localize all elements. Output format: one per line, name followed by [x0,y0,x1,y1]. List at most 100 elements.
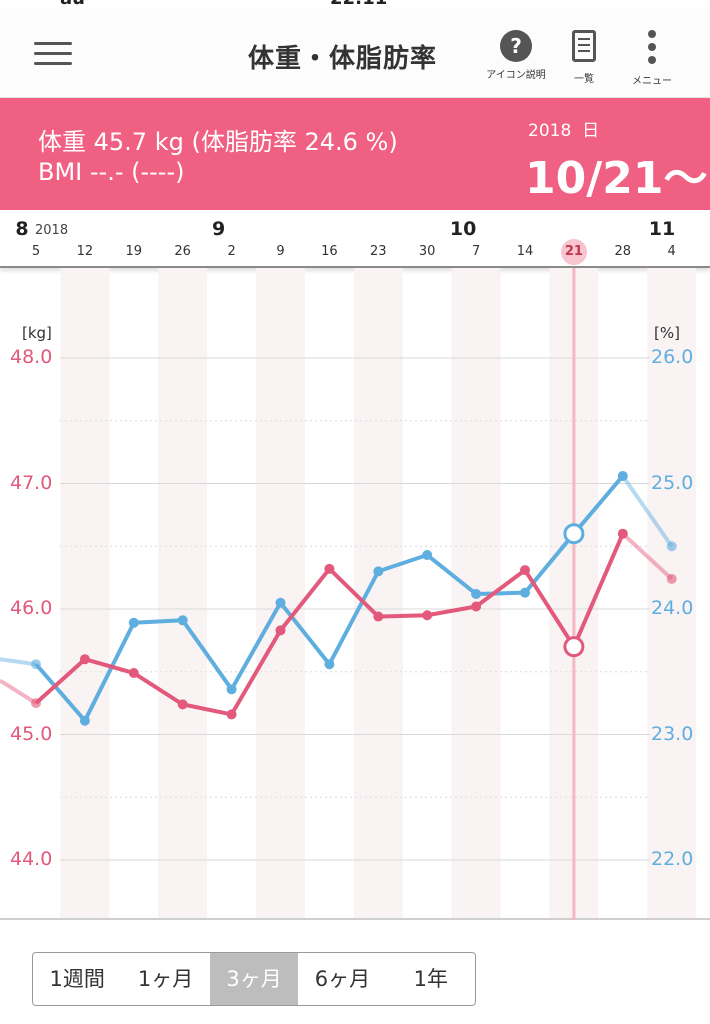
timeline-day[interactable]: 2 [227,244,236,259]
fat-series-point [128,617,139,628]
right-axis-tick: 26.0 [651,346,694,368]
help-icon: ? [500,30,532,62]
menu-button[interactable]: メニュー [620,30,684,87]
left-axis-tick: 46.0 [10,597,53,619]
period-option[interactable]: 3ヶ月 [209,953,299,1005]
vertical-dots-icon [647,30,657,64]
weight-series-line [34,532,625,717]
period-option[interactable]: 1年 [413,967,449,991]
period-option[interactable]: 1週間 [49,967,105,991]
week-stripe [158,268,208,920]
period-option[interactable]: 6ヶ月 [314,967,371,991]
left-axis-tick: 47.0 [10,471,53,494]
fat-series-tail [621,474,674,548]
bmi-summary: BMI --.- (----) [38,158,185,186]
timeline-year: 2018 [35,223,69,238]
weight-series-point [373,611,384,622]
fat-series-lead-in [0,657,37,667]
weight-series-point [520,565,530,576]
timeline-day[interactable]: 23 [370,244,387,259]
timeline-month-9: 9 [211,218,226,240]
fat-series-point [177,615,188,626]
period-option[interactable]: 1ヶ月 [137,967,194,991]
weight-series-tail [621,532,674,581]
timeline-day[interactable]: 9 [276,244,285,259]
banner-year-value: 2018 [528,121,572,141]
timeline-day[interactable]: 5 [31,244,41,259]
page-title: 体重・体脂肪率 [248,44,438,74]
timeline-day[interactable]: 4 [667,244,676,259]
right-axis-tick: 22.0 [651,848,694,870]
fat-series-point [520,587,530,598]
fat-series-point [275,597,286,608]
weight-series-selected-point [563,636,585,658]
chart-svg [0,268,710,920]
status-bar: au 22:11 [0,0,710,8]
timeline-day[interactable]: 28 [614,244,632,259]
week-stripe [60,268,110,920]
right-axis-tick: 25.0 [651,471,694,494]
weight-series-point [177,699,188,710]
banner-date: 10/21〜 [525,153,708,204]
left-axis-tick: 45.0 [10,722,53,745]
timeline-day[interactable]: 19 [125,244,143,259]
fat-series-point [471,588,482,599]
weight-series-point [31,698,41,709]
fat-series-line [34,474,625,723]
status-time: 22:11 [330,0,387,8]
weight-series-lead-in [0,678,38,705]
timeline-month-8: 8 [15,218,29,240]
app-header: 体重・体脂肪率 ? アイコン説明 一覧 メニュー [0,8,710,98]
date-timeline[interactable]: 8 9 10 11 2018 5 12 19 26 2 9 16 23 30 7 14 21 28 4 [0,210,710,268]
fat-series-point [324,659,335,670]
fat-series-point [31,659,41,670]
week-stripe [256,268,305,920]
weight-series-point [666,573,677,584]
timeline-day[interactable]: 12 [76,244,94,259]
timeline-day-selected[interactable]: 21 [560,239,587,265]
weight-fat-chart[interactable]: [kg] [%] 48.0 47.0 46.0 45.0 44.0 26.0 25.0 24.… [0,268,710,920]
menu-label: メニュー [632,76,672,87]
timeline-month-11: 11 [648,218,676,240]
weight-series-point [422,610,433,621]
right-axis-tick: 24.0 [651,597,694,619]
banner-year: 2018 日 [528,116,599,141]
hamburger-menu-icon[interactable] [34,42,72,70]
banner-day-label: 日 [582,121,600,141]
list-document-icon [572,30,596,62]
fat-series-point [666,541,677,552]
left-axis-unit: [kg] [22,324,52,342]
timeline-day[interactable]: 26 [174,244,191,259]
timeline-month-10: 10 [449,218,477,240]
list-button[interactable]: 一覧 [552,30,616,85]
weight-series-point [226,709,237,720]
week-stripe [353,268,403,920]
timeline-day[interactable]: 7 [471,244,481,259]
fat-series-point [373,566,384,577]
timeline-day[interactable]: 16 [321,244,338,259]
help-button[interactable]: ? アイコン説明 [484,30,548,81]
right-axis-unit: [%] [654,324,680,342]
timeline-day[interactable]: 14 [516,244,534,259]
right-axis-tick: 23.0 [651,722,694,745]
list-label: 一覧 [574,74,594,85]
fat-series-point [79,715,90,726]
left-axis-tick: 44.0 [10,848,53,870]
left-axis-tick: 48.0 [10,346,53,368]
measurement-banner: 体重 45.7 kg (体脂肪率 24.6 %) BMI --.- (----)… [0,98,710,210]
fat-series-selected-point [563,523,585,545]
weight-series-point [471,601,482,612]
help-label: アイコン説明 [486,70,546,81]
period-selector[interactable]: 1週間 1ヶ月 3ヶ月 6ヶ月 1年 [32,952,476,1006]
weight-series-point [79,654,90,665]
weight-summary: 体重 45.7 kg (体脂肪率 24.6 %) [38,128,398,156]
weight-series-point [275,625,286,636]
fat-series-point [422,550,433,561]
fat-series-point [226,684,237,695]
weight-series-point [128,668,139,679]
carrier-label: au [60,0,85,8]
weight-series-point [324,563,335,574]
fat-series-point [617,470,628,481]
timeline-day[interactable]: 30 [418,244,436,259]
weight-series-point [617,528,628,539]
